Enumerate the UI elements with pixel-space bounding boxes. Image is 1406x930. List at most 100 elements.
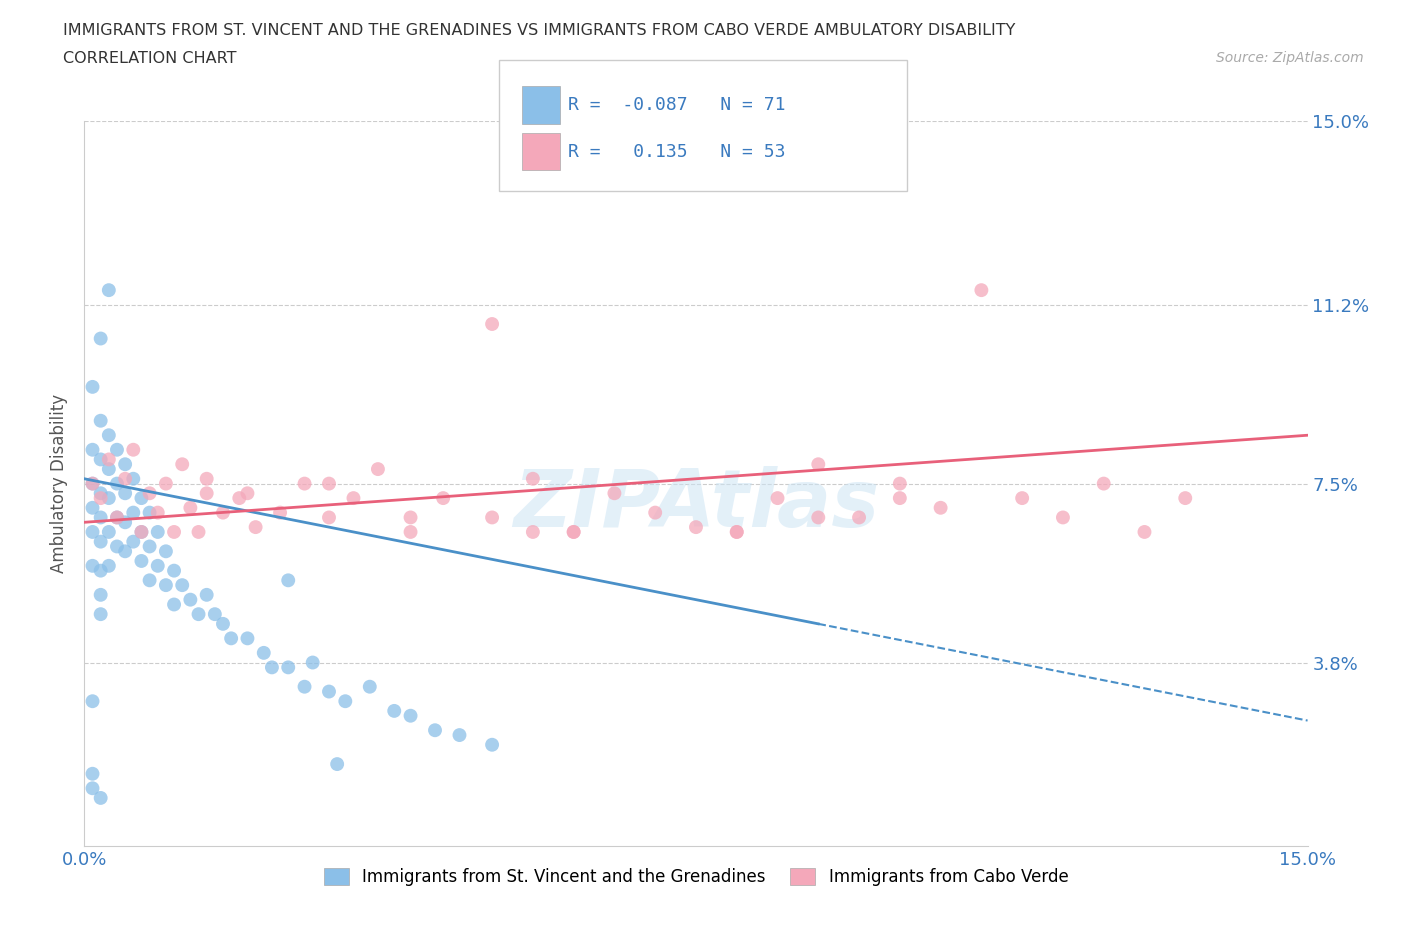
Point (1052, 510, 1074, 525)
Text: ZIPAtlas: ZIPAtlas (513, 466, 879, 544)
Point (269, 505, 291, 520)
Point (105, 510, 128, 525)
Point (195, 485, 218, 500)
Point (163, 564, 186, 578)
Point (90, 491, 112, 506)
Point (481, 510, 503, 525)
Point (138, 539, 160, 554)
Point (260, 660, 283, 675)
Point (603, 485, 626, 500)
Point (848, 510, 870, 525)
Point (97, 452, 120, 467)
Y-axis label: Ambulatory Disability: Ambulatory Disability (51, 394, 69, 573)
Point (122, 443, 145, 458)
Point (179, 592, 201, 607)
Text: CORRELATION CHART: CORRELATION CHART (63, 51, 236, 66)
Point (114, 472, 136, 486)
Point (228, 491, 250, 506)
Point (889, 491, 911, 506)
Point (82, 766, 104, 781)
Point (163, 525, 186, 539)
Point (82, 476, 104, 491)
Point (1011, 491, 1033, 506)
Point (122, 472, 145, 486)
Point (359, 679, 381, 694)
Point (138, 505, 160, 520)
Point (155, 544, 177, 559)
Point (929, 500, 952, 515)
Point (122, 534, 145, 549)
Point (131, 491, 153, 506)
Point (82, 558, 104, 573)
Point (82, 525, 104, 539)
Point (725, 525, 748, 539)
Point (82, 476, 104, 491)
Point (335, 694, 357, 709)
Point (195, 472, 218, 486)
Point (318, 476, 340, 491)
Point (725, 525, 748, 539)
Point (131, 525, 153, 539)
Point (399, 525, 422, 539)
Point (219, 631, 242, 645)
Point (146, 525, 169, 539)
Point (105, 510, 128, 525)
Point (212, 505, 235, 520)
Point (97, 461, 120, 476)
Point (114, 544, 136, 559)
Point (97, 558, 120, 573)
Point (522, 525, 544, 539)
Point (97, 428, 120, 443)
Point (294, 476, 316, 491)
Point (1092, 476, 1115, 491)
Point (326, 757, 349, 772)
Text: R =   0.135   N = 53: R = 0.135 N = 53 (568, 142, 786, 161)
Point (90, 485, 112, 500)
Point (105, 443, 128, 458)
Point (172, 578, 194, 592)
Point (399, 510, 422, 525)
Point (253, 645, 276, 660)
Point (138, 573, 160, 588)
Point (277, 660, 299, 675)
Point (90, 534, 112, 549)
Point (562, 525, 585, 539)
Point (122, 505, 145, 520)
Point (236, 485, 259, 500)
Point (90, 331, 112, 346)
Point (90, 606, 112, 621)
Point (82, 694, 104, 709)
Point (114, 485, 136, 500)
Point (90, 510, 112, 525)
Point (155, 476, 177, 491)
Point (318, 684, 340, 699)
Point (342, 491, 364, 506)
Point (138, 485, 160, 500)
Point (212, 617, 235, 631)
Point (1133, 525, 1156, 539)
Point (97, 491, 120, 506)
Point (807, 457, 830, 472)
Point (889, 476, 911, 491)
Point (522, 472, 544, 486)
Point (114, 457, 136, 472)
Point (146, 505, 169, 520)
Point (97, 283, 120, 298)
Point (294, 679, 316, 694)
Point (766, 491, 789, 506)
Point (163, 597, 186, 612)
Text: IMMIGRANTS FROM ST. VINCENT AND THE GRENADINES VS IMMIGRANTS FROM CABO VERDE AMB: IMMIGRANTS FROM ST. VINCENT AND THE GREN… (63, 23, 1015, 38)
Point (382, 703, 405, 718)
Point (131, 525, 153, 539)
Point (432, 491, 454, 506)
Point (245, 520, 267, 535)
Point (90, 588, 112, 603)
Point (172, 457, 194, 472)
Point (970, 283, 993, 298)
Point (481, 737, 503, 752)
Point (301, 655, 323, 670)
Point (685, 520, 707, 535)
Point (155, 578, 177, 592)
Point (204, 606, 226, 621)
Point (97, 525, 120, 539)
